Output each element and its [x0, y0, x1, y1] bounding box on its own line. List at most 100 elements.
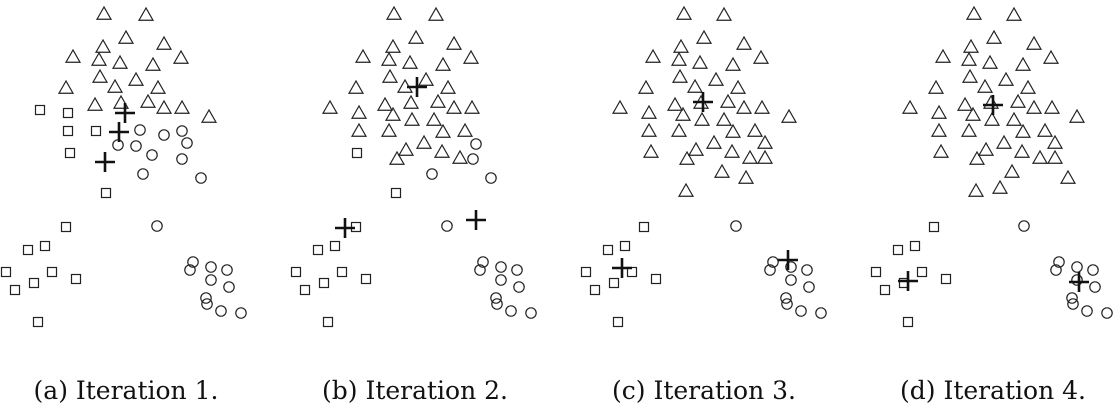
triangle-point — [746, 122, 764, 137]
centroid-cross — [612, 258, 632, 278]
circle-point — [470, 138, 482, 150]
triangle-point — [385, 5, 403, 20]
triangle-point — [713, 163, 731, 178]
circle-point — [730, 220, 742, 232]
circle-point — [146, 149, 158, 161]
triangle-point — [985, 29, 1003, 44]
panel-iteration-4 — [870, 5, 1113, 328]
square-point — [62, 125, 74, 137]
triangle-point — [1042, 49, 1060, 64]
triangle-point — [995, 134, 1013, 149]
triangle-point — [753, 99, 771, 114]
circle-point — [525, 307, 537, 319]
triangle-point — [982, 94, 1000, 109]
triangle-point — [672, 38, 690, 53]
triangle-point — [91, 68, 109, 83]
triangle-point — [678, 150, 696, 165]
triangle-point — [956, 96, 974, 111]
caption-iteration-4: (d) Iteration 4. — [899, 376, 1087, 405]
triangle-point — [693, 111, 711, 126]
triangle-point — [715, 111, 733, 126]
triangle-point — [415, 134, 433, 149]
triangle-point — [95, 5, 113, 20]
square-point — [879, 284, 891, 296]
circle-point — [235, 307, 247, 319]
triangle-point — [964, 106, 982, 121]
triangle-point — [637, 79, 655, 94]
circle-point — [1067, 298, 1079, 310]
triangle-point — [397, 141, 415, 156]
circle-point — [176, 125, 188, 137]
triangle-point — [962, 38, 980, 53]
centroid-cross — [335, 218, 355, 238]
triangle-point — [932, 143, 950, 158]
triangle-point — [735, 35, 753, 50]
triangle-point — [642, 143, 660, 158]
triangle-point — [611, 99, 629, 114]
triangle-point — [137, 6, 155, 21]
triangle-point — [462, 49, 480, 64]
circle-point — [785, 261, 797, 273]
triangle-point — [111, 54, 129, 69]
circle-point — [511, 264, 523, 276]
triangle-point — [640, 104, 658, 119]
triangle-point — [200, 108, 218, 123]
square-point — [22, 244, 34, 256]
centroid-cross — [95, 152, 115, 172]
circle-point — [151, 220, 163, 232]
triangle-point — [172, 49, 190, 64]
square-point — [892, 244, 904, 256]
circle-point — [1053, 256, 1065, 268]
square-point — [360, 273, 372, 285]
triangle-point — [1036, 122, 1054, 137]
triangle-point — [463, 99, 481, 114]
triangle-point — [117, 29, 135, 44]
triangle-point — [991, 179, 1009, 194]
circle-point — [495, 261, 507, 273]
triangle-point — [434, 56, 452, 71]
square-point — [638, 221, 650, 233]
square-point — [619, 240, 631, 252]
square-point — [329, 240, 341, 252]
triangle-point — [1046, 149, 1064, 164]
triangle-point — [1005, 6, 1023, 21]
circle-point — [441, 220, 453, 232]
triangle-point — [439, 79, 457, 94]
square-point — [612, 316, 624, 328]
triangle-point — [961, 68, 979, 83]
triangle-point — [127, 71, 145, 86]
triangle-point — [695, 29, 713, 44]
triangle-point — [640, 122, 658, 137]
centroid-cross — [466, 210, 486, 230]
centroid-cross — [693, 92, 713, 112]
triangle-point — [376, 96, 394, 111]
circle-point — [1018, 220, 1030, 232]
triangle-point — [1025, 99, 1043, 114]
square-point — [351, 147, 363, 159]
triangle-point — [965, 5, 983, 20]
triangle-point — [1014, 56, 1032, 71]
triangle-point — [451, 149, 469, 164]
triangle-point — [1046, 134, 1064, 149]
triangle-point — [724, 123, 742, 138]
triangle-point — [445, 99, 463, 114]
triangle-point — [927, 79, 945, 94]
square-point — [589, 284, 601, 296]
centroid-cross — [983, 95, 1003, 115]
circle-point — [184, 264, 196, 276]
circle-point — [781, 298, 793, 310]
circle-point — [803, 281, 815, 293]
triangle-point — [94, 38, 112, 53]
triangle-point — [737, 169, 755, 184]
triangle-point — [173, 99, 191, 114]
triangle-point — [434, 123, 452, 138]
square-point — [46, 266, 58, 278]
panel-iteration-3 — [580, 5, 827, 328]
caption-iteration-2: (b) Iteration 2. — [321, 376, 509, 405]
circle-point — [767, 256, 779, 268]
circle-point — [221, 264, 233, 276]
circle-point — [1081, 305, 1093, 317]
triangle-point — [1003, 163, 1021, 178]
triangle-point — [445, 35, 463, 50]
